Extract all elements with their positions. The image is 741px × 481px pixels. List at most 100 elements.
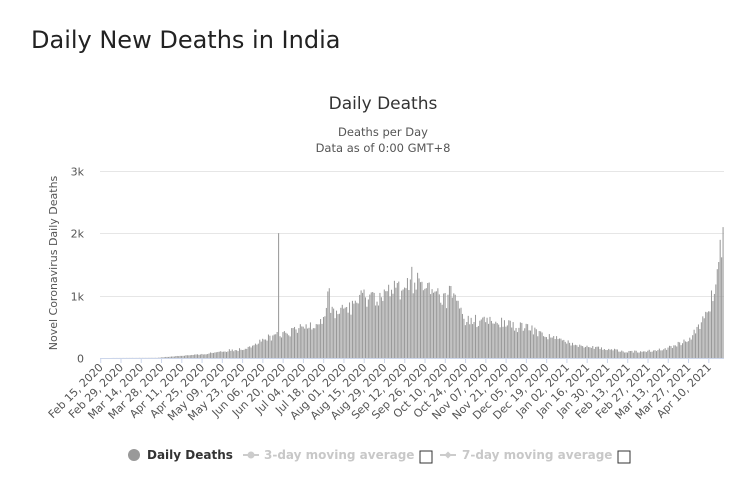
bar[interactable] — [576, 345, 578, 358]
bar[interactable] — [197, 354, 199, 358]
bar[interactable] — [583, 347, 585, 358]
legend-item-daily-deaths[interactable]: Daily Deaths — [128, 448, 233, 462]
bar[interactable] — [237, 351, 239, 358]
bar[interactable] — [157, 357, 159, 359]
bar[interactable] — [573, 345, 575, 358]
bar[interactable] — [320, 319, 322, 358]
bar[interactable] — [322, 317, 324, 358]
bar[interactable] — [564, 341, 566, 358]
bar[interactable] — [516, 332, 519, 358]
bar[interactable] — [477, 325, 479, 358]
bar[interactable] — [625, 352, 627, 358]
bar[interactable] — [651, 351, 653, 358]
bar[interactable] — [288, 335, 290, 358]
bar[interactable] — [234, 350, 236, 358]
bar[interactable] — [294, 326, 296, 358]
bar[interactable] — [590, 347, 592, 358]
bar[interactable] — [709, 311, 711, 359]
bar[interactable] — [327, 291, 329, 358]
bar[interactable] — [181, 355, 183, 358]
bar[interactable] — [696, 326, 698, 358]
bar[interactable] — [495, 321, 497, 358]
bar[interactable] — [448, 285, 450, 358]
bar[interactable] — [715, 284, 717, 358]
bar[interactable] — [307, 328, 309, 358]
bar[interactable] — [553, 336, 555, 358]
bar[interactable] — [692, 335, 694, 358]
bar[interactable] — [654, 350, 656, 358]
bar[interactable] — [668, 345, 671, 358]
bar[interactable] — [225, 351, 227, 358]
bar[interactable] — [480, 319, 482, 358]
bar[interactable] — [438, 294, 440, 358]
bar[interactable] — [501, 317, 503, 358]
bar[interactable] — [566, 343, 568, 358]
bar[interactable] — [580, 345, 582, 358]
bar[interactable] — [489, 316, 491, 358]
bar[interactable] — [530, 330, 532, 358]
bar[interactable] — [369, 294, 371, 358]
bar[interactable] — [538, 331, 540, 358]
bar[interactable] — [389, 296, 391, 358]
bar[interactable] — [527, 324, 529, 358]
bar[interactable] — [375, 305, 377, 359]
bar[interactable] — [525, 323, 527, 358]
bar[interactable] — [252, 345, 254, 358]
bar[interactable] — [278, 233, 280, 358]
bar[interactable] — [511, 327, 513, 358]
bar[interactable] — [364, 297, 366, 358]
bar[interactable] — [243, 349, 245, 358]
bar[interactable] — [616, 349, 618, 358]
bar[interactable] — [644, 351, 646, 358]
bar[interactable] — [632, 352, 634, 358]
bar[interactable] — [417, 272, 419, 358]
bar[interactable] — [444, 292, 446, 358]
bar[interactable] — [645, 352, 647, 358]
bar[interactable] — [202, 354, 204, 359]
bar[interactable] — [373, 292, 375, 358]
bar[interactable] — [450, 286, 452, 358]
bar[interactable] — [440, 302, 442, 358]
bar[interactable] — [256, 344, 258, 358]
bar[interactable] — [482, 317, 484, 358]
bar[interactable] — [524, 328, 526, 358]
bar[interactable] — [208, 353, 210, 358]
bar[interactable] — [346, 307, 348, 358]
bar[interactable] — [396, 283, 398, 358]
bar[interactable] — [172, 356, 174, 358]
bar[interactable] — [718, 262, 720, 358]
bar[interactable] — [537, 336, 539, 358]
bar[interactable] — [541, 332, 543, 358]
bar[interactable] — [602, 349, 604, 358]
bar[interactable] — [474, 314, 477, 358]
bar[interactable] — [431, 289, 433, 358]
bar[interactable] — [492, 323, 494, 358]
bar[interactable] — [330, 312, 332, 358]
bar[interactable] — [238, 348, 241, 358]
bar[interactable] — [570, 345, 572, 358]
bar[interactable] — [402, 289, 404, 358]
bar[interactable] — [212, 352, 214, 358]
bar[interactable] — [493, 323, 495, 358]
bar[interactable] — [545, 337, 547, 358]
bar[interactable] — [648, 349, 650, 358]
bar[interactable] — [279, 336, 281, 358]
bar[interactable] — [267, 334, 269, 358]
bar[interactable] — [379, 292, 381, 358]
bar[interactable] — [461, 313, 463, 358]
bar[interactable] — [289, 336, 291, 358]
bar[interactable] — [596, 346, 598, 358]
bar[interactable] — [496, 323, 498, 358]
bar[interactable] — [276, 331, 278, 358]
bar[interactable] — [280, 337, 283, 358]
bar[interactable] — [302, 326, 304, 358]
bar[interactable] — [721, 257, 723, 358]
bar[interactable] — [241, 350, 243, 358]
bar[interactable] — [324, 316, 326, 358]
bar[interactable] — [170, 356, 172, 358]
bar[interactable] — [531, 325, 533, 358]
bar[interactable] — [223, 351, 225, 358]
bar[interactable] — [366, 306, 368, 358]
bar[interactable] — [599, 349, 601, 358]
bar[interactable] — [186, 355, 188, 358]
